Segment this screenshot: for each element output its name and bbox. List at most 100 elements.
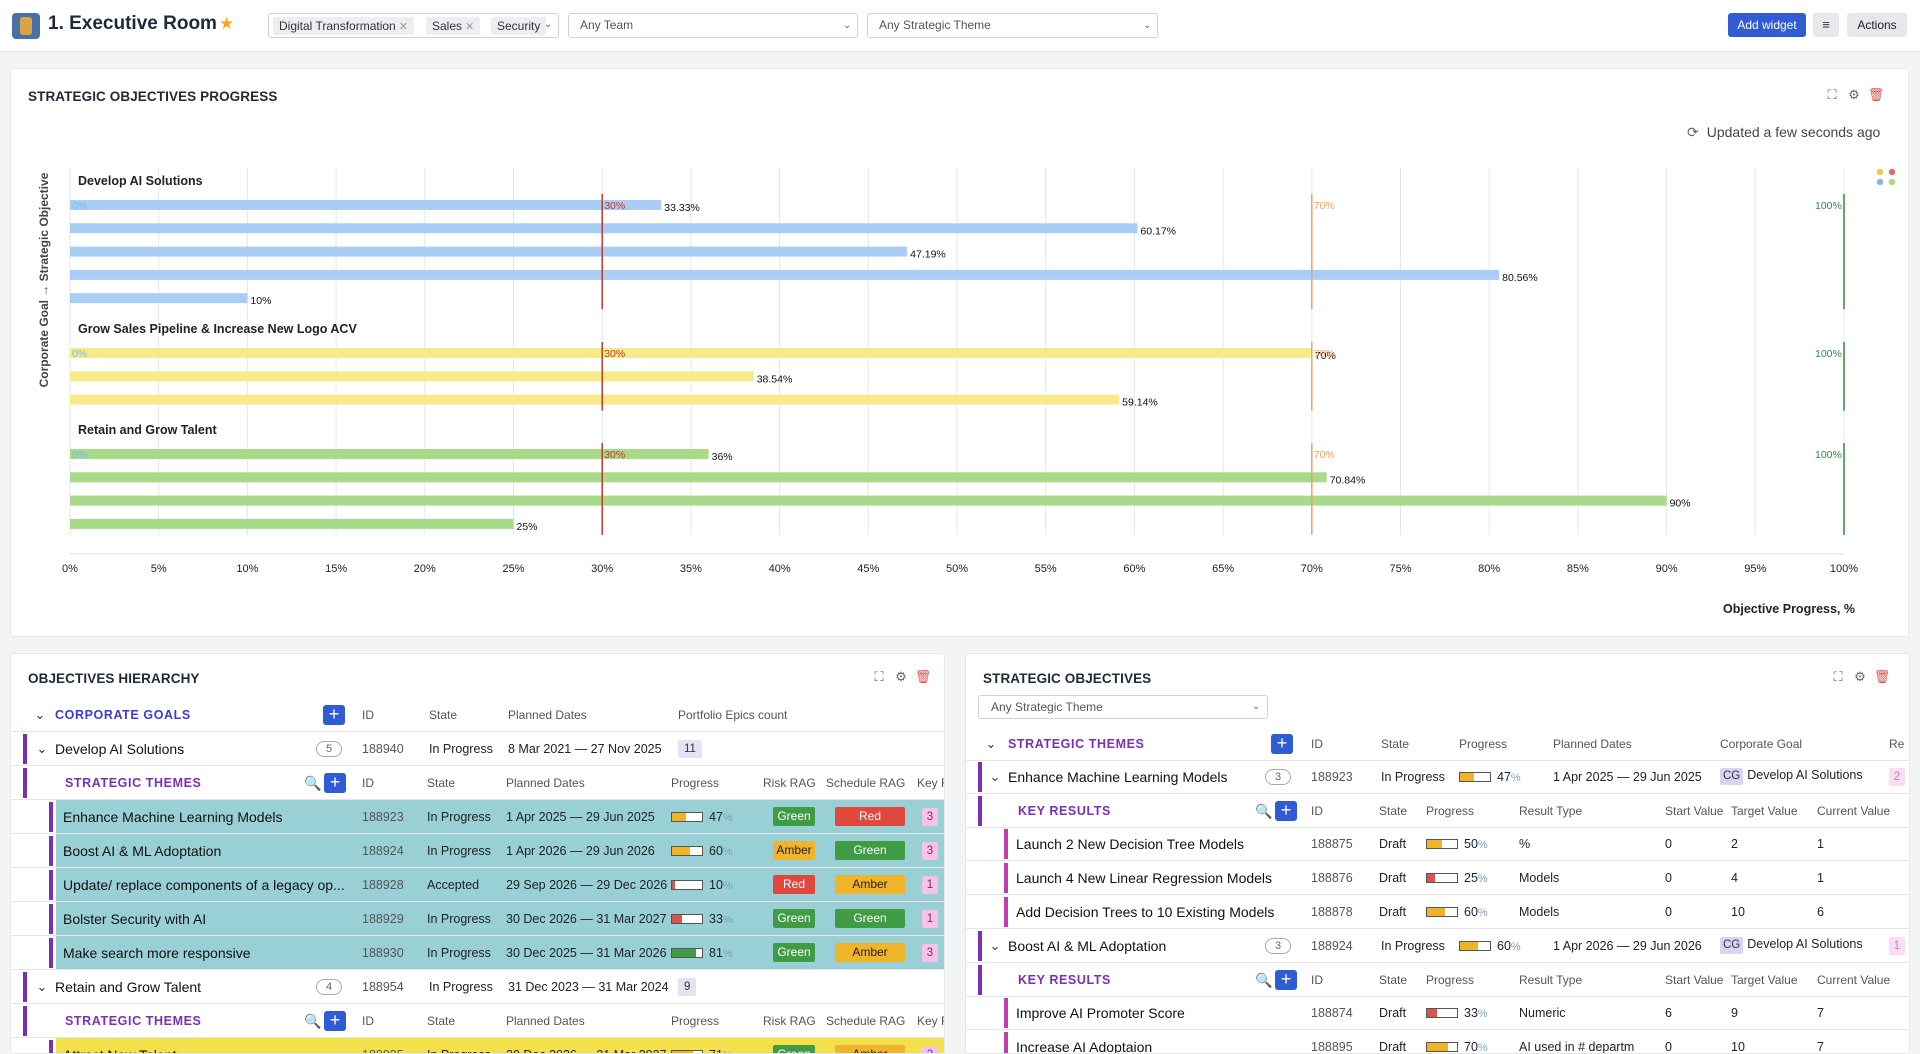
- theme-name[interactable]: Enhance Machine Learning Models: [63, 808, 283, 825]
- reference-label: 30%: [604, 449, 625, 461]
- plus-icon[interactable]: +: [1275, 800, 1297, 821]
- group-label: Retain and Grow Talent: [78, 423, 218, 437]
- search-button[interactable]: 🔍: [303, 766, 327, 799]
- tag-chip[interactable]: Sales ✕: [426, 17, 481, 35]
- search-icon[interactable]: 🔍: [1255, 802, 1273, 819]
- add-theme-button[interactable]: +: [324, 1004, 350, 1037]
- fullscreen-icon[interactable]: ⛶: [1827, 87, 1837, 102]
- search-button[interactable]: 🔍: [1254, 794, 1276, 827]
- key-result-name[interactable]: Improve AI Promoter Score: [1016, 1004, 1185, 1021]
- x-axis-label: Objective Progress, %: [1723, 602, 1855, 616]
- progress-bar: [1426, 1008, 1458, 1019]
- schedule-rag: Red: [826, 800, 914, 833]
- search-icon[interactable]: 🔍: [304, 1012, 322, 1029]
- start-value: 0: [1665, 836, 1672, 851]
- trash-icon[interactable]: 🗑: [914, 669, 932, 684]
- plus-icon[interactable]: +: [324, 1010, 346, 1031]
- gear-icon[interactable]: ⚙: [895, 669, 907, 684]
- column-header: Planned Dates: [506, 1013, 585, 1028]
- theme-select-value: Any Strategic Theme: [879, 18, 991, 32]
- theme-name[interactable]: Bolster Security with AI: [63, 910, 207, 927]
- chevron-down-icon[interactable]: ⌄: [544, 19, 553, 30]
- add-theme-button[interactable]: +: [324, 766, 350, 799]
- favorite-star-icon[interactable]: ★: [219, 14, 235, 33]
- progress-fill: [672, 949, 697, 958]
- filter-icon[interactable]: ≡: [1813, 13, 1839, 37]
- search-button[interactable]: 🔍: [1254, 963, 1276, 996]
- add-key-result-button[interactable]: +: [1275, 963, 1301, 996]
- goal-row: ⌄ Develop AI Solutions 5 188940 In Progress 8…: [11, 732, 944, 766]
- chevron-down-icon[interactable]: ⌄: [988, 929, 1004, 962]
- progress-text: 70%: [1464, 1039, 1488, 1054]
- progress-indicator: 81%: [671, 946, 733, 960]
- chevron-down-icon[interactable]: ⌄: [984, 727, 1002, 760]
- chevron-down-icon[interactable]: ⌄: [36, 740, 48, 756]
- key-results-header-row: KEY RESULTS 🔍 + ID State Progress Result Type S…: [966, 963, 1909, 997]
- add-key-result-button[interactable]: +: [1275, 794, 1301, 827]
- reference-label: 100%: [1815, 348, 1842, 360]
- plus-icon[interactable]: +: [324, 772, 346, 793]
- search-button[interactable]: 🔍: [303, 1004, 327, 1037]
- chevron-down-icon[interactable]: ⌄: [989, 937, 1001, 953]
- team-select[interactable]: Any Team ⌄: [568, 13, 858, 38]
- theme-select[interactable]: Any Strategic Theme ⌄: [867, 13, 1158, 38]
- chevron-down-icon[interactable]: ⌄: [988, 760, 1004, 793]
- bar-value-label: 90%: [1670, 498, 1691, 510]
- progress-fill: [1427, 840, 1442, 849]
- theme-name[interactable]: Attract New Talent: [63, 1038, 353, 1054]
- theme-name[interactable]: Enhance Machine Learning Models: [1008, 768, 1228, 785]
- key-result-name[interactable]: Launch 4 New Linear Regression Models: [1016, 869, 1273, 886]
- theme-name[interactable]: Boost AI & ML Adoptation: [1008, 937, 1167, 954]
- strategic-theme-filter[interactable]: Any Strategic Theme ⌄: [978, 695, 1268, 719]
- chevron-down-icon[interactable]: ⌄: [35, 732, 51, 765]
- plus-icon[interactable]: +: [323, 704, 345, 725]
- widget-title: OBJECTIVES HIERARCHY: [28, 671, 200, 686]
- row-marker: [1004, 897, 1008, 927]
- refresh-icon[interactable]: ⟳: [1687, 124, 1699, 140]
- chevron-down-icon[interactable]: ⌄: [36, 978, 48, 994]
- gear-icon[interactable]: ⚙: [1848, 87, 1860, 102]
- remove-tag-icon[interactable]: ✕: [398, 21, 408, 33]
- key-results-label: KEY RESULTS: [1018, 794, 1218, 827]
- plus-icon[interactable]: +: [1275, 969, 1297, 990]
- key-result-name[interactable]: Launch 2 New Decision Tree Models: [1016, 835, 1245, 852]
- theme-name[interactable]: Boost AI & ML Adoptation: [63, 842, 222, 859]
- tag-chip[interactable]: Security: [491, 17, 547, 35]
- chevron-down-icon[interactable]: ⌄: [35, 970, 51, 1003]
- add-theme-button[interactable]: +: [1271, 727, 1297, 760]
- chevron-down-icon[interactable]: ⌄: [34, 706, 46, 722]
- chevron-down-icon[interactable]: ⌄: [989, 768, 1001, 784]
- progress-bar: [1459, 941, 1491, 952]
- search-icon[interactable]: 🔍: [304, 774, 322, 791]
- tag-chip[interactable]: Digital Transformation ✕: [273, 17, 414, 35]
- actions-button[interactable]: Actions: [1847, 13, 1907, 37]
- chevron-down-icon[interactable]: ⌄: [985, 735, 997, 751]
- theme-name[interactable]: Update/ replace components of a legacy o…: [63, 876, 345, 893]
- progress-bar: [671, 812, 703, 823]
- tag-filter[interactable]: Digital Transformation ✕ Sales ✕ Security …: [268, 13, 559, 38]
- progress-indicator: 71%: [671, 1048, 733, 1053]
- search-icon[interactable]: 🔍: [1255, 971, 1273, 988]
- theme-extra: 1: [1889, 929, 1909, 962]
- key-result-name[interactable]: Add Decision Trees to 10 Existing Models: [1016, 903, 1275, 920]
- plus-icon[interactable]: +: [1271, 733, 1293, 754]
- goal-name[interactable]: Retain and Grow Talent: [55, 978, 202, 995]
- x-tick-label: 80%: [1478, 563, 1500, 575]
- goal-name[interactable]: Develop AI Solutions: [55, 740, 185, 757]
- gear-icon[interactable]: ⚙: [1854, 669, 1866, 684]
- risk-rag-badge: Green: [773, 807, 815, 826]
- key-result-name[interactable]: Increase AI Adoptaion: [1016, 1038, 1153, 1054]
- fullscreen-icon[interactable]: ⛶: [874, 669, 884, 684]
- fullscreen-icon[interactable]: ⛶: [1833, 669, 1843, 684]
- theme-name[interactable]: Make search more responsive: [63, 944, 251, 961]
- objectives-hierarchy-widget: OBJECTIVES HIERARCHY ⛶ ⚙ 🗑 ⌄ CORPORATE GOAL…: [10, 653, 945, 1054]
- trash-icon[interactable]: 🗑: [1867, 87, 1885, 102]
- add-goal-button[interactable]: +: [323, 698, 353, 731]
- row-marker: [49, 1040, 53, 1053]
- chevron-down-icon[interactable]: ⌄: [33, 698, 53, 731]
- add-widget-button[interactable]: Add widget: [1728, 13, 1806, 37]
- remove-tag-icon[interactable]: ✕: [465, 21, 475, 33]
- key-result-id: 188878: [1311, 904, 1353, 919]
- progress-text: 10%: [709, 877, 733, 892]
- trash-icon[interactable]: 🗑: [1873, 669, 1891, 684]
